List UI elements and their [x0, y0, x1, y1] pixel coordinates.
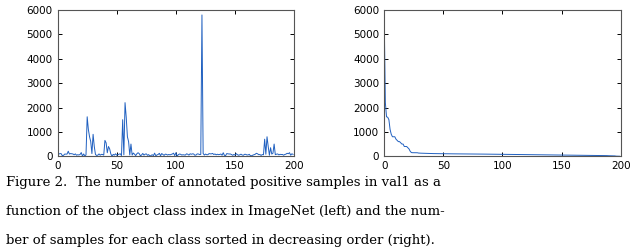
Text: ber of samples for each class sorted in decreasing order (right).: ber of samples for each class sorted in … [6, 234, 435, 247]
Text: Figure 2.  The number of annotated positive samples in val1 as a: Figure 2. The number of annotated positi… [6, 176, 442, 190]
Text: function of the object class index in ImageNet (left) and the num-: function of the object class index in Im… [6, 205, 445, 218]
